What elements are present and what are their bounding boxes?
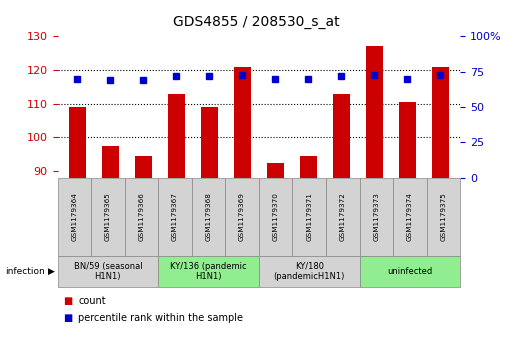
Text: GSM1179369: GSM1179369 [239, 192, 245, 241]
Bar [432, 67, 449, 178]
Bar [234, 67, 251, 178]
Text: GSM1179364: GSM1179364 [71, 192, 77, 241]
Bar [366, 46, 383, 178]
Text: GSM1179375: GSM1179375 [440, 192, 447, 241]
Text: GSM1179366: GSM1179366 [139, 192, 144, 241]
Text: BN/59 (seasonal
H1N1): BN/59 (seasonal H1N1) [74, 262, 142, 281]
Bar [399, 102, 416, 178]
Text: GSM1179367: GSM1179367 [172, 192, 178, 241]
Text: GSM1179370: GSM1179370 [272, 192, 279, 241]
Bar [102, 146, 119, 178]
Text: GSM1179371: GSM1179371 [306, 192, 312, 241]
Text: uninfected: uninfected [387, 267, 433, 276]
Text: ■: ■ [63, 313, 72, 323]
Bar [69, 107, 86, 178]
Text: count: count [78, 295, 106, 306]
Bar [267, 163, 283, 178]
Bar [135, 156, 152, 178]
Text: GSM1179374: GSM1179374 [407, 192, 413, 241]
Text: ▶: ▶ [48, 267, 55, 276]
Text: ■: ■ [63, 295, 72, 306]
Text: GSM1179368: GSM1179368 [206, 192, 211, 241]
Bar [300, 156, 316, 178]
Text: GSM1179372: GSM1179372 [340, 192, 346, 241]
Text: KY/180
(pandemicH1N1): KY/180 (pandemicH1N1) [274, 262, 345, 281]
Text: percentile rank within the sample: percentile rank within the sample [78, 313, 243, 323]
Bar [168, 94, 185, 178]
Bar [201, 107, 218, 178]
Text: GDS4855 / 208530_s_at: GDS4855 / 208530_s_at [173, 15, 339, 29]
Text: KY/136 (pandemic
H1N1): KY/136 (pandemic H1N1) [170, 262, 247, 281]
Text: GSM1179365: GSM1179365 [105, 192, 111, 241]
Text: GSM1179373: GSM1179373 [373, 192, 379, 241]
Text: infection: infection [5, 267, 45, 276]
Bar [333, 94, 350, 178]
